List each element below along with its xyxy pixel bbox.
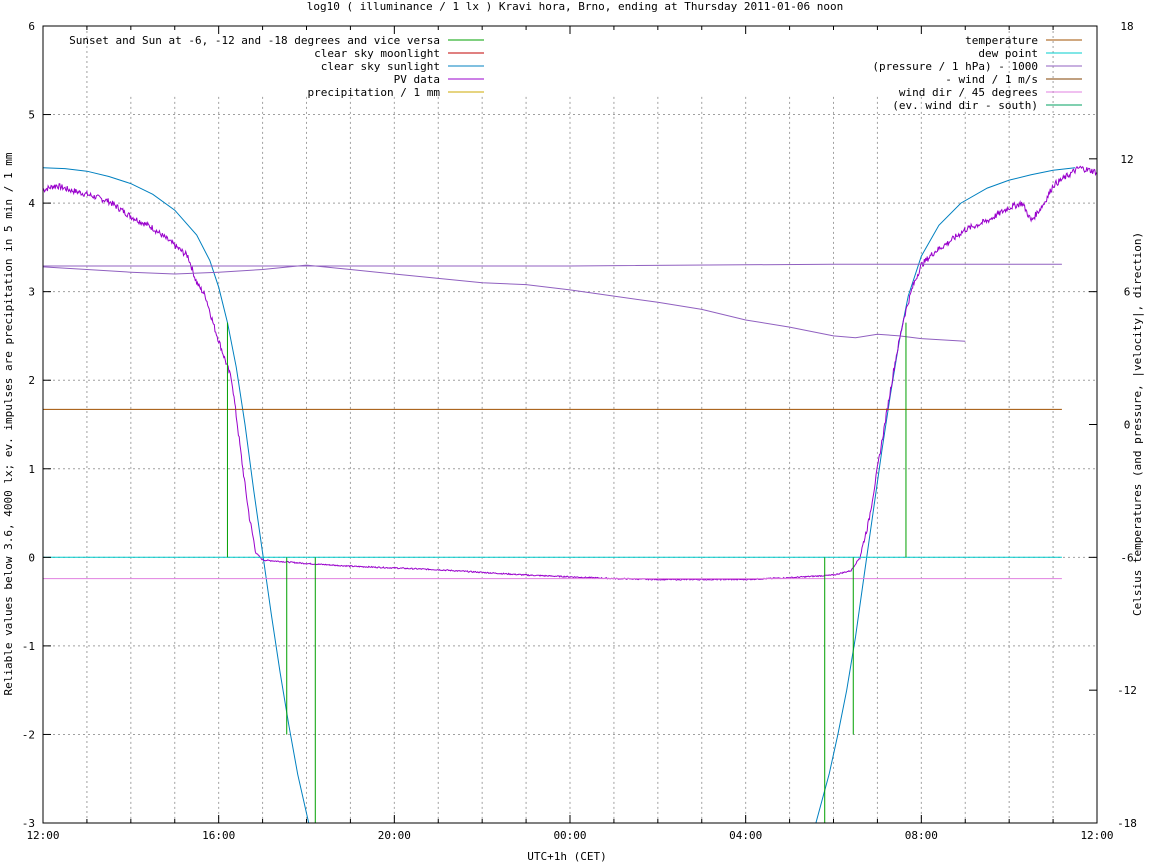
x-tick-label: 08:00 (905, 829, 938, 842)
x-tick-label: 20:00 (378, 829, 411, 842)
legend-label-right: (ev. wind dir - south) (892, 99, 1038, 112)
chart-title: log10 ( illuminance / 1 lx ) Kravi hora,… (307, 0, 843, 13)
y-axis-label: Reliable values below 3.6, 4000 lx; ev. … (2, 152, 15, 695)
axis-ticks: 12:00 16:00 20:00 00:00 04:00 08:00 12:00-3-2-… (22, 20, 1137, 842)
series-line-3 (42, 264, 966, 342)
y-tick-label: -3 (22, 817, 35, 830)
y-tick-label: 1 (28, 463, 35, 476)
y-tick-label: 6 (28, 20, 35, 33)
x-tick-label: 12:00 (26, 829, 59, 842)
series-layer (42, 165, 1098, 824)
legend-label-right: temperature (965, 34, 1038, 47)
y2-tick-label: 12 (1120, 153, 1133, 166)
series-line-2 (42, 165, 1098, 581)
y2-axis-label: Celsius temperatures (and pressure, |vel… (1131, 232, 1144, 616)
y2-tick-label: 18 (1120, 20, 1133, 33)
y-tick-label: 5 (28, 109, 35, 122)
impulse-layer (226, 322, 907, 823)
grid (43, 26, 1097, 823)
y2-tick-label: 6 (1124, 286, 1131, 299)
y-tick-label: 0 (28, 551, 35, 564)
y2-tick-label: -18 (1117, 817, 1137, 830)
legend-label-right: dew point (978, 47, 1038, 60)
y-tick-label: -2 (22, 728, 35, 741)
y-tick-label: 4 (28, 197, 35, 210)
legend-label-left: clear sky moonlight (314, 47, 440, 60)
x-tick-label: 12:00 (1080, 829, 1113, 842)
legend-label-left: PV data (394, 73, 440, 86)
legend-label-right: - wind / 1 m/s (945, 73, 1038, 86)
series-line-0 (42, 167, 310, 824)
y2-tick-label: -6 (1120, 551, 1133, 564)
legend-label-left: Sunset and Sun at -6, -12 and -18 degree… (69, 34, 440, 47)
legend-label-right: wind dir / 45 degrees (899, 86, 1038, 99)
legend-label-left: precipitation / 1 mm (308, 86, 441, 99)
y2-tick-label: -12 (1117, 684, 1137, 697)
x-tick-label: 04:00 (729, 829, 762, 842)
y-tick-label: 2 (28, 374, 35, 387)
series-line-4 (43, 263, 1062, 267)
x-tick-label: 16:00 (202, 829, 235, 842)
x-tick-label: 00:00 (553, 829, 586, 842)
legend: Sunset and Sun at -6, -12 and -18 degree… (69, 34, 1082, 112)
y-tick-label: 3 (28, 286, 35, 299)
legend-label-left: clear sky sunlight (321, 60, 440, 73)
legend-label-right: (pressure / 1 hPa) - 1000 (872, 60, 1038, 73)
y-tick-label: -1 (22, 640, 35, 653)
x-axis-label: UTC+1h (CET) (527, 850, 606, 863)
y2-tick-label: 0 (1124, 419, 1131, 432)
